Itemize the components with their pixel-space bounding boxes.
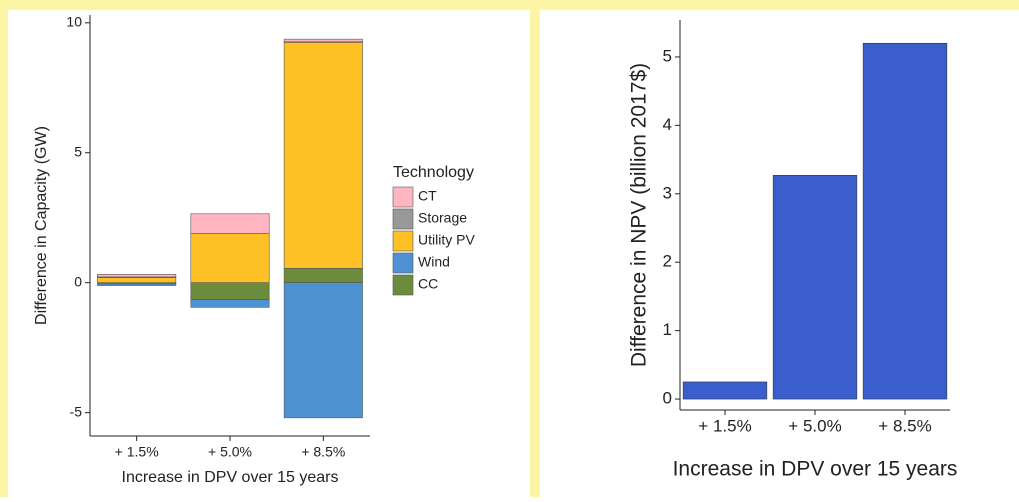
bar-segment xyxy=(190,282,270,300)
y-tick-label: 2 xyxy=(663,252,672,271)
y-tick-label: 0 xyxy=(74,273,82,289)
bar-segment xyxy=(283,268,363,283)
y-tick-label: 5 xyxy=(663,46,672,65)
bar-segment xyxy=(283,282,363,419)
legend-key xyxy=(392,274,414,296)
legend-key xyxy=(392,208,414,230)
bar-segment xyxy=(190,232,270,283)
y-tick-label: -5 xyxy=(70,403,83,419)
legend-key xyxy=(392,252,414,274)
legend-label: CT xyxy=(418,188,437,204)
y-tick-label: 1 xyxy=(663,320,672,339)
bar-segment xyxy=(97,277,177,283)
bar-segment xyxy=(283,38,363,43)
legend-title: Technology xyxy=(393,164,474,181)
legend-label: Wind xyxy=(418,254,450,270)
x-axis-title: Increase in DPV over 15 years xyxy=(673,458,958,481)
bar xyxy=(772,175,858,400)
y-tick-label: 5 xyxy=(74,143,82,159)
x-tick-label: + 5.0% xyxy=(788,416,841,435)
bar-segment xyxy=(97,274,177,278)
y-tick-label: 10 xyxy=(66,13,82,29)
bar-segment xyxy=(97,283,177,286)
y-axis-title: Difference in NPV (billion 2017$) xyxy=(628,63,651,367)
legend-key xyxy=(392,186,414,208)
bar-segment xyxy=(190,299,270,308)
x-axis-title: Increase in DPV over 15 years xyxy=(122,469,339,486)
x-tick-label: + 8.5% xyxy=(878,416,931,435)
legend-key xyxy=(392,230,414,252)
y-tick-label: 0 xyxy=(663,389,672,408)
x-tick-label: + 5.0% xyxy=(208,444,252,460)
bar xyxy=(682,381,768,400)
x-tick-label: + 8.5% xyxy=(301,444,345,460)
y-tick-label: 3 xyxy=(663,183,672,202)
legend-label: CC xyxy=(418,276,438,292)
bar xyxy=(862,42,948,400)
y-tick-label: 4 xyxy=(663,115,672,134)
bar-segment xyxy=(283,41,363,269)
y-axis-title: Difference in Capacity (GW) xyxy=(33,126,50,325)
x-tick-label: + 1.5% xyxy=(115,444,159,460)
legend-label: Utility PV xyxy=(418,232,475,248)
legend-label: Storage xyxy=(418,210,467,226)
bar-segment xyxy=(190,213,270,234)
x-tick-label: + 1.5% xyxy=(698,416,751,435)
